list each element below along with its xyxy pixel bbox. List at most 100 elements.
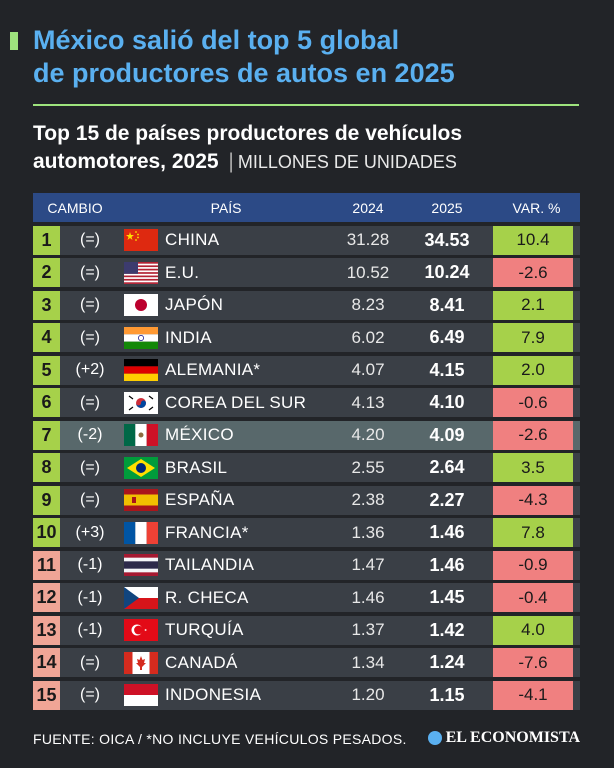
variation-cell: 10.4 (493, 225, 573, 255)
column-header-pais: PAÍS (210, 199, 242, 216)
table-row: 2 (=) E.U. 10.52 10.24 -2.6 (33, 258, 580, 287)
table-row: 7 (-2) MÉXICO 4.20 4.09 -2.6 (33, 420, 580, 450)
value-2025-cell: 34.53 (424, 229, 470, 250)
column-header-cambio: CAMBIO (47, 199, 103, 216)
change-cell: (=) (80, 653, 100, 671)
variation-cell: 3.5 (493, 453, 573, 482)
mexico-flag-icon (124, 424, 158, 446)
variation-cell: -2.6 (493, 258, 573, 287)
variation-cell: -4.3 (493, 485, 573, 515)
value-2024-cell: 1.46 (351, 587, 385, 607)
subtitle-line-2: automotores, 2025 | MILLONES DE UNIDADES (33, 148, 593, 176)
country-cell: E.U. (165, 262, 200, 282)
country-cell: ESPAÑA (165, 490, 235, 509)
table-row: 13 (-1) TURQUÍA 1.37 1.42 4.0 (33, 615, 580, 645)
table-row: 3 (=) JAPÓN 8.23 8.41 2.1 (33, 290, 580, 320)
subtitle-line-1: Top 15 de países productores de vehículo… (33, 122, 463, 145)
variation-cell: -0.6 (493, 388, 573, 417)
value-2024-cell: 1.36 (351, 522, 385, 542)
table-row: 8 (=) BRASIL 2.55 2.64 3.5 (33, 453, 580, 482)
source-note: FUENTE: OICA / *NO INCLUYE VEHÍCULOS PES… (33, 731, 407, 747)
table-row: 15 (=) INDONESIA 1.20 1.15 -4.1 (33, 680, 580, 710)
country-cell: CANADÁ (165, 652, 238, 672)
table-header: CAMBIO PAÍS 2024 2025 VAR. % (33, 193, 580, 222)
subtitle-separator: | (228, 150, 234, 173)
change-cell: (=) (80, 231, 100, 248)
variation-cell: -0.9 (493, 550, 573, 580)
column-header-2024: 2024 (352, 199, 384, 216)
value-2024-cell: 31.28 (346, 230, 390, 249)
change-cell: (-1) (77, 588, 103, 606)
country-cell: BRASIL (165, 457, 228, 477)
change-cell: (+2) (75, 361, 105, 378)
change-cell: (=) (80, 686, 100, 703)
turkey-flag-icon (124, 619, 158, 641)
france-flag-icon (124, 521, 158, 544)
rank-cell: 10 (33, 518, 60, 547)
thailand-flag-icon (124, 554, 158, 576)
brand-icon (427, 731, 442, 745)
value-2024-cell: 10.52 (346, 262, 390, 282)
value-2025-cell: 2.27 (429, 489, 465, 510)
value-2025-cell: 4.15 (429, 359, 465, 380)
change-cell: (=) (80, 328, 100, 346)
indonesia-flag-icon (124, 684, 158, 706)
divider (33, 104, 579, 106)
change-cell: (+3) (75, 523, 105, 541)
variation-cell: 2.1 (493, 290, 573, 320)
change-cell: (=) (80, 393, 100, 411)
country-cell: MÉXICO (165, 425, 234, 444)
value-2025-cell: 4.09 (429, 424, 465, 445)
table-row: 4 (=) INDIA 6.02 6.49 7.9 (33, 323, 580, 352)
rank-cell: 9 (33, 485, 60, 515)
rank-cell: 11 (33, 550, 60, 580)
country-cell: INDONESIA (165, 685, 262, 704)
change-cell: (-1) (77, 621, 103, 638)
country-cell: FRANCIA* (165, 522, 249, 542)
value-2025-cell: 1.45 (429, 587, 465, 607)
change-cell: (=) (80, 458, 100, 476)
japan-flag-icon (124, 294, 158, 316)
rank-cell: 1 (33, 225, 60, 255)
country-cell: TURQUÍA (165, 620, 244, 639)
variation-cell: -7.6 (493, 648, 573, 677)
china-flag-icon (124, 229, 158, 251)
country-cell: TAILANDIA (165, 555, 255, 574)
variation-cell: 2.0 (493, 355, 573, 385)
table-row: 5 (+2) ALEMANIA* 4.07 4.15 2.0 (33, 355, 580, 385)
variation-cell: -4.1 (493, 680, 573, 710)
value-2024-cell: 2.55 (351, 457, 385, 477)
units-label: MILLONES DE UNIDADES (237, 152, 457, 172)
table-row: 9 (=) ESPAÑA 2.38 2.27 -4.3 (33, 485, 580, 515)
table-row: 14 (=) CANADÁ 1.34 1.24 -7.6 (33, 648, 580, 677)
value-2024-cell: 8.23 (351, 295, 385, 314)
country-cell: ALEMANIA* (165, 360, 261, 379)
brand-name: EL ECONOMISTA (445, 729, 580, 746)
rank-cell: 5 (33, 355, 60, 385)
canada-flag-icon (124, 651, 158, 674)
value-2024-cell: 1.37 (351, 620, 385, 639)
rank-cell: 4 (33, 323, 60, 352)
page-title-line-2: de productores de autos en 2025 (33, 58, 455, 88)
table-row: 6 (=) COREA DEL SUR 4.13 4.10 -0.6 (33, 388, 580, 417)
value-2024-cell: 1.34 (351, 652, 385, 672)
country-cell: R. CHECA (165, 587, 249, 607)
value-2025-cell: 2.64 (429, 457, 465, 477)
germany-flag-icon (124, 359, 158, 381)
rank-cell: 3 (33, 290, 60, 320)
value-2025-cell: 1.24 (429, 652, 465, 672)
rank-cell: 6 (33, 388, 60, 417)
value-2025-cell: 10.24 (424, 262, 470, 282)
country-cell: JAPÓN (165, 295, 224, 314)
value-2024-cell: 4.07 (351, 360, 385, 379)
value-2024-cell: 6.02 (351, 327, 385, 347)
value-2025-cell: 1.46 (429, 522, 465, 542)
country-cell: INDIA (165, 327, 212, 347)
usa-flag-icon (124, 261, 158, 284)
value-2025-cell: 8.41 (429, 294, 465, 315)
value-2024-cell: 4.13 (351, 392, 385, 412)
brazil-flag-icon (124, 456, 158, 479)
page-title-line-1: México salió del top 5 global (33, 25, 400, 55)
column-header-2025: 2025 (431, 199, 463, 216)
value-2025-cell: 1.42 (429, 619, 465, 640)
